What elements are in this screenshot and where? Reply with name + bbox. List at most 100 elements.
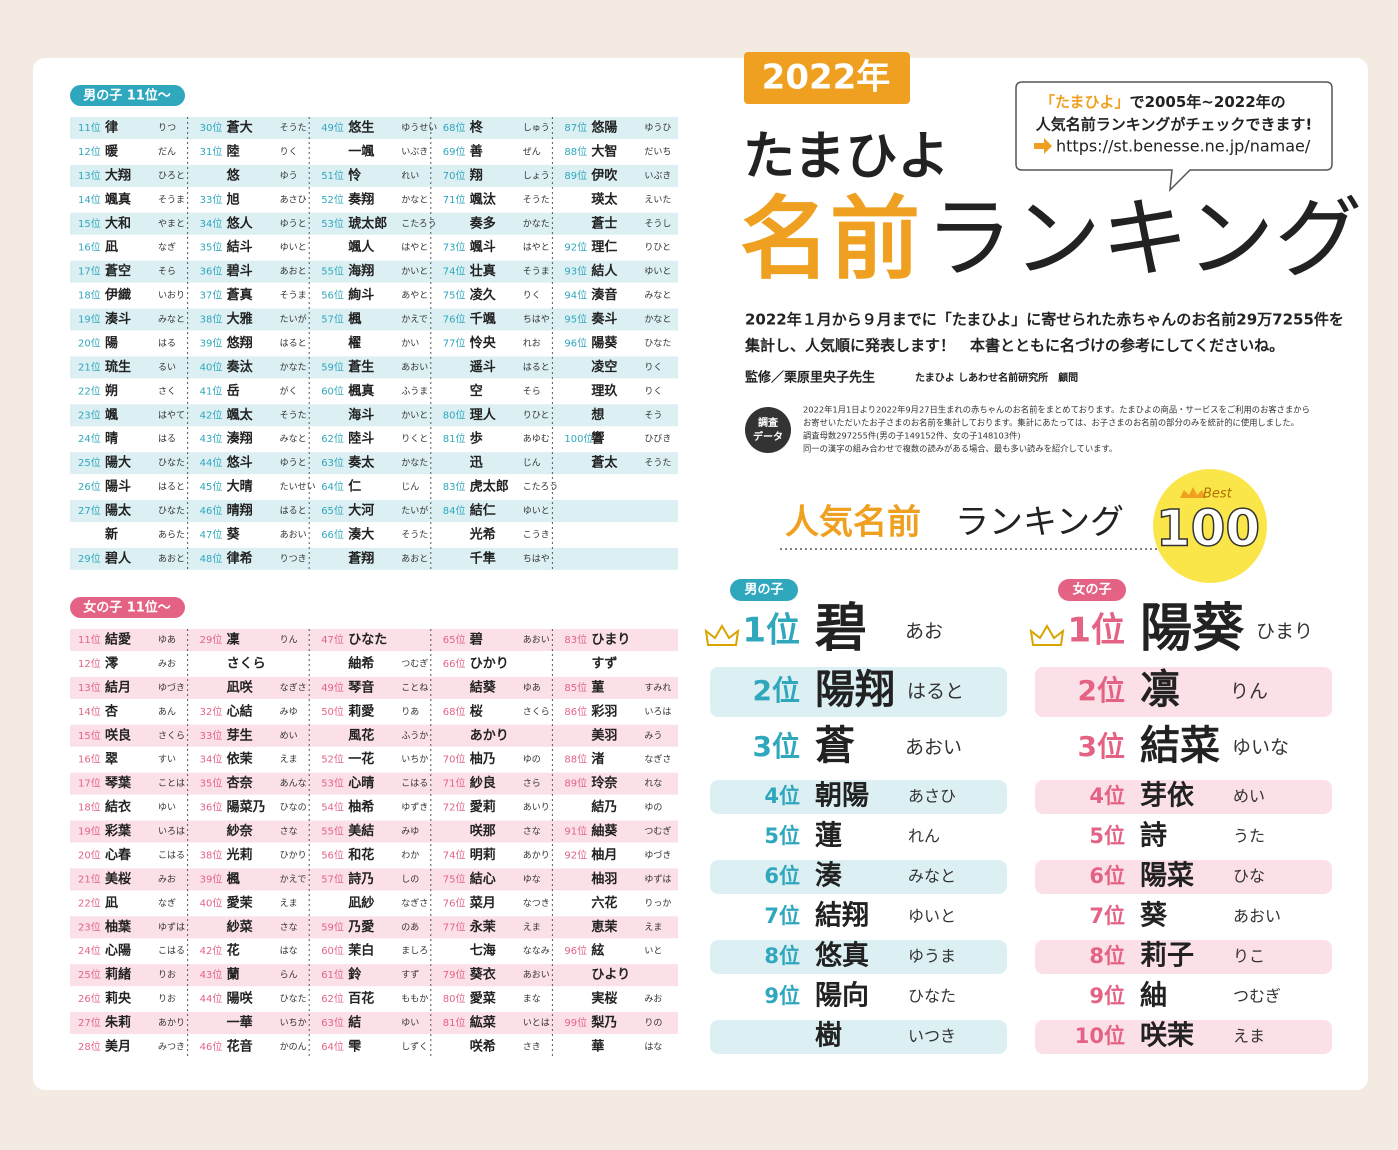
survey-label: データ — [753, 430, 783, 443]
arrow — [1034, 138, 1052, 154]
name: 理人 — [470, 407, 497, 423]
name: 凛 — [1140, 667, 1180, 713]
reading: つむぎ — [1233, 987, 1281, 1006]
rank: 66位 — [443, 657, 466, 670]
rank: 59位 — [321, 920, 344, 933]
reading: ひなた — [158, 458, 185, 469]
row-shade — [70, 308, 678, 331]
reading: かのん — [280, 1041, 307, 1052]
reading: かいと — [401, 410, 428, 421]
name: 蒼太 — [591, 455, 618, 471]
name: 愛菜 — [470, 991, 496, 1007]
rank: 68位 — [443, 705, 466, 718]
row-shade — [1035, 780, 1332, 814]
row-shade — [70, 452, 678, 475]
rank: 88位 — [564, 753, 587, 766]
rank: 8位 — [764, 944, 800, 968]
reading: りく — [644, 362, 662, 373]
name: 碧 — [469, 632, 483, 648]
name: 莉緒 — [105, 967, 131, 983]
reading: さな — [280, 922, 298, 933]
reading: みなと — [158, 314, 185, 325]
best: Best — [1203, 487, 1233, 502]
reading: みう — [644, 730, 662, 741]
name: 琴葉 — [105, 775, 132, 791]
name: 一華 — [227, 1015, 253, 1031]
rank: 87位 — [564, 121, 587, 134]
reading: そうま — [158, 194, 185, 205]
rank: 89位 — [564, 169, 587, 182]
reading: ゆうと — [280, 458, 307, 469]
reading: ゆいと — [908, 907, 956, 926]
reading: はる — [158, 434, 176, 445]
reading: れい — [401, 170, 419, 181]
rank: 74位 — [443, 265, 466, 278]
rank: 34位 — [200, 753, 223, 766]
supervisor: 監修／栗原里央子先生 — [745, 370, 875, 386]
name: 大智 — [591, 143, 617, 159]
rank: 61位 — [321, 968, 344, 981]
row-shade — [70, 356, 678, 379]
rank: 51位 — [321, 169, 344, 182]
reading: さくら — [158, 730, 185, 741]
name: 颯真 — [105, 191, 131, 207]
rank: 36位 — [200, 265, 223, 278]
name: 紗良 — [470, 775, 496, 791]
name: 結菜 — [1140, 723, 1220, 769]
name: 結 — [348, 1015, 361, 1031]
rank: 6位 — [1089, 864, 1125, 888]
rank: 49位 — [321, 121, 344, 134]
reading: ゆずき — [401, 802, 428, 813]
name: 咲茉 — [1140, 1021, 1194, 1052]
reading: かなた — [523, 218, 550, 229]
rank: 9位 — [764, 984, 800, 1008]
reading: ひなの — [280, 802, 307, 813]
name: 結心 — [470, 871, 496, 887]
rank: 91位 — [564, 825, 587, 838]
rank: 41位 — [200, 384, 223, 397]
name: 暖 — [105, 143, 119, 159]
name: 晴 — [105, 431, 118, 447]
row-shade — [70, 820, 678, 843]
reading: すず — [401, 970, 419, 981]
name: 柊 — [470, 120, 484, 136]
rank: 74位 — [443, 848, 466, 861]
name: 実桜 — [591, 991, 617, 1007]
reading: あおい — [905, 737, 962, 759]
rank: 33位 — [200, 193, 223, 206]
reading: ゆいと — [280, 242, 307, 253]
reading: わか — [401, 850, 419, 861]
rank: 76位 — [443, 896, 466, 909]
name: 虎太郎 — [470, 479, 509, 495]
rank: 21位 — [78, 872, 101, 885]
survey-label: 調査 — [758, 416, 779, 429]
rank: 66位 — [321, 528, 344, 541]
name: 千颯 — [470, 311, 496, 327]
reading: めい — [280, 730, 298, 741]
reading: こたろう — [523, 482, 558, 493]
rank: 75位 — [443, 289, 466, 302]
name: 結乃 — [591, 799, 617, 815]
reading: ましろ — [401, 946, 428, 957]
intro: 2022年１月から９月までに「たまひよ」に寄せられた赤ちゃんのお名前29万725… — [745, 311, 1344, 329]
name: 蒼生 — [348, 359, 374, 375]
reading: あゆむ — [523, 434, 550, 445]
name: 空 — [470, 383, 483, 399]
name: 紗菜 — [227, 919, 253, 935]
row-shade — [70, 500, 678, 523]
rank: 28位 — [78, 1040, 101, 1053]
reading: さな — [523, 826, 541, 837]
name: 理仁 — [591, 239, 617, 255]
reading: ももか — [401, 994, 428, 1005]
reading: あん — [158, 706, 176, 717]
rank: 9位 — [1089, 984, 1125, 1008]
name: 芽生 — [227, 727, 253, 743]
rank: 47位 — [200, 528, 223, 541]
name: 凌久 — [470, 287, 497, 303]
reading: あかり — [158, 1018, 185, 1029]
rank: 47位 — [321, 633, 344, 646]
reading: あらた — [158, 529, 185, 540]
name: 絃 — [591, 943, 604, 959]
rank: 17位 — [78, 265, 101, 278]
name: 大翔 — [105, 167, 131, 183]
